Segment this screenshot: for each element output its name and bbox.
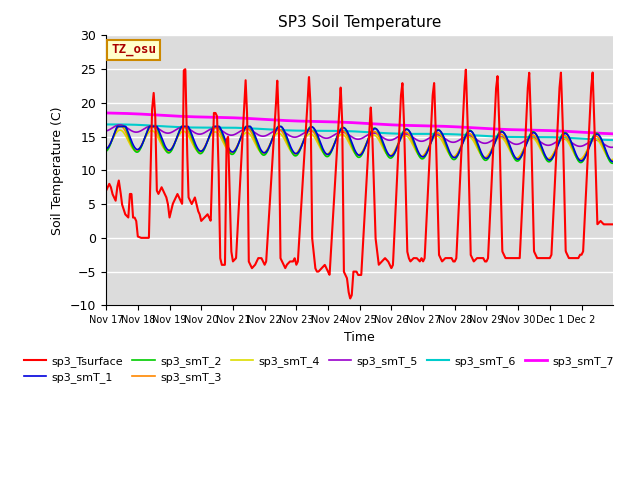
sp3_smT_3 bbox=[206, 132, 214, 138]
sp3_smT_4 bbox=[206, 133, 214, 139]
sp3_smT_1 bbox=[469, 131, 477, 136]
Title: SP3 Soil Temperature: SP3 Soil Temperature bbox=[278, 15, 442, 30]
Line: sp3_smT_1: sp3_smT_1 bbox=[106, 126, 613, 162]
Line: sp3_smT_5: sp3_smT_5 bbox=[106, 125, 613, 147]
sp3_smT_5 bbox=[424, 136, 432, 142]
Line: sp3_smT_3: sp3_smT_3 bbox=[106, 126, 613, 161]
Line: sp3_smT_6: sp3_smT_6 bbox=[106, 124, 613, 140]
sp3_Tsurface bbox=[425, 175, 433, 181]
sp3_smT_5 bbox=[102, 128, 110, 134]
Line: sp3_Tsurface: sp3_Tsurface bbox=[106, 69, 613, 299]
Line: sp3_smT_4: sp3_smT_4 bbox=[106, 130, 613, 160]
sp3_smT_2 bbox=[502, 132, 509, 138]
sp3_smT_1 bbox=[102, 146, 110, 152]
Line: sp3_smT_2: sp3_smT_2 bbox=[106, 126, 613, 163]
sp3_smT_1 bbox=[609, 159, 617, 165]
Text: TZ_osu: TZ_osu bbox=[111, 43, 156, 57]
sp3_smT_7 bbox=[424, 123, 432, 129]
sp3_smT_4 bbox=[102, 146, 110, 152]
sp3_smT_3 bbox=[469, 134, 477, 140]
sp3_Tsurface bbox=[469, 257, 477, 263]
sp3_smT_3 bbox=[116, 123, 124, 129]
sp3_smT_1 bbox=[206, 132, 214, 137]
sp3_smT_5 bbox=[469, 134, 477, 140]
sp3_smT_4 bbox=[469, 138, 477, 144]
sp3_smT_4 bbox=[607, 157, 615, 163]
Legend: sp3_Tsurface, sp3_smT_1, sp3_smT_2, sp3_smT_3, sp3_smT_4, sp3_smT_5, sp3_smT_6, : sp3_Tsurface, sp3_smT_1, sp3_smT_2, sp3_… bbox=[20, 351, 618, 388]
sp3_Tsurface bbox=[502, 255, 509, 261]
sp3_smT_4 bbox=[532, 138, 540, 144]
sp3_smT_6 bbox=[102, 121, 110, 127]
sp3_Tsurface bbox=[206, 217, 214, 223]
sp3_smT_2 bbox=[609, 160, 617, 166]
sp3_smT_7 bbox=[604, 131, 611, 136]
sp3_smT_2 bbox=[604, 155, 612, 160]
sp3_smT_5 bbox=[116, 122, 124, 128]
X-axis label: Time: Time bbox=[344, 331, 375, 344]
sp3_smT_3 bbox=[502, 136, 509, 142]
sp3_smT_7 bbox=[502, 127, 509, 132]
Line: sp3_smT_7: sp3_smT_7 bbox=[106, 113, 613, 134]
sp3_Tsurface bbox=[604, 221, 612, 227]
sp3_smT_4 bbox=[502, 139, 509, 145]
sp3_smT_2 bbox=[102, 148, 110, 154]
sp3_smT_6 bbox=[502, 134, 509, 140]
sp3_smT_3 bbox=[609, 157, 617, 163]
sp3_smT_2 bbox=[469, 131, 477, 136]
sp3_smT_4 bbox=[116, 127, 124, 133]
sp3_smT_1 bbox=[532, 131, 540, 137]
sp3_smT_5 bbox=[604, 144, 612, 149]
sp3_smT_7 bbox=[609, 131, 617, 137]
sp3_smT_1 bbox=[609, 159, 617, 165]
sp3_smT_7 bbox=[532, 127, 540, 133]
sp3_smT_7 bbox=[102, 110, 110, 116]
sp3_smT_7 bbox=[206, 114, 214, 120]
sp3_smT_1 bbox=[502, 132, 509, 138]
sp3_smT_7 bbox=[469, 125, 477, 131]
sp3_smT_5 bbox=[206, 126, 214, 132]
sp3_Tsurface bbox=[181, 66, 189, 72]
sp3_smT_2 bbox=[532, 131, 540, 137]
sp3_smT_4 bbox=[604, 154, 612, 160]
sp3_smT_5 bbox=[502, 136, 509, 142]
sp3_smT_6 bbox=[532, 134, 540, 140]
sp3_smT_6 bbox=[424, 131, 432, 137]
sp3_smT_6 bbox=[469, 132, 477, 138]
sp3_Tsurface bbox=[532, 253, 540, 259]
sp3_smT_3 bbox=[532, 134, 540, 140]
sp3_smT_6 bbox=[206, 125, 214, 131]
sp3_smT_1 bbox=[424, 146, 432, 152]
sp3_smT_5 bbox=[532, 136, 540, 142]
sp3_Tsurface bbox=[346, 296, 354, 301]
sp3_smT_6 bbox=[609, 137, 617, 143]
sp3_smT_6 bbox=[109, 121, 116, 127]
sp3_smT_2 bbox=[609, 160, 616, 166]
sp3_smT_5 bbox=[608, 144, 616, 150]
sp3_Tsurface bbox=[102, 188, 110, 193]
sp3_smT_5 bbox=[609, 144, 617, 150]
sp3_smT_3 bbox=[424, 145, 432, 151]
Y-axis label: Soil Temperature (C): Soil Temperature (C) bbox=[51, 106, 65, 235]
sp3_smT_4 bbox=[609, 156, 617, 162]
sp3_smT_3 bbox=[608, 158, 616, 164]
sp3_smT_1 bbox=[114, 123, 122, 129]
sp3_smT_2 bbox=[424, 146, 432, 152]
sp3_smT_2 bbox=[206, 131, 214, 137]
sp3_Tsurface bbox=[609, 221, 617, 227]
sp3_smT_3 bbox=[604, 154, 612, 160]
sp3_smT_6 bbox=[604, 137, 612, 143]
sp3_smT_4 bbox=[424, 144, 432, 150]
sp3_smT_3 bbox=[102, 147, 110, 153]
sp3_smT_1 bbox=[604, 152, 612, 158]
sp3_smT_2 bbox=[113, 123, 121, 129]
